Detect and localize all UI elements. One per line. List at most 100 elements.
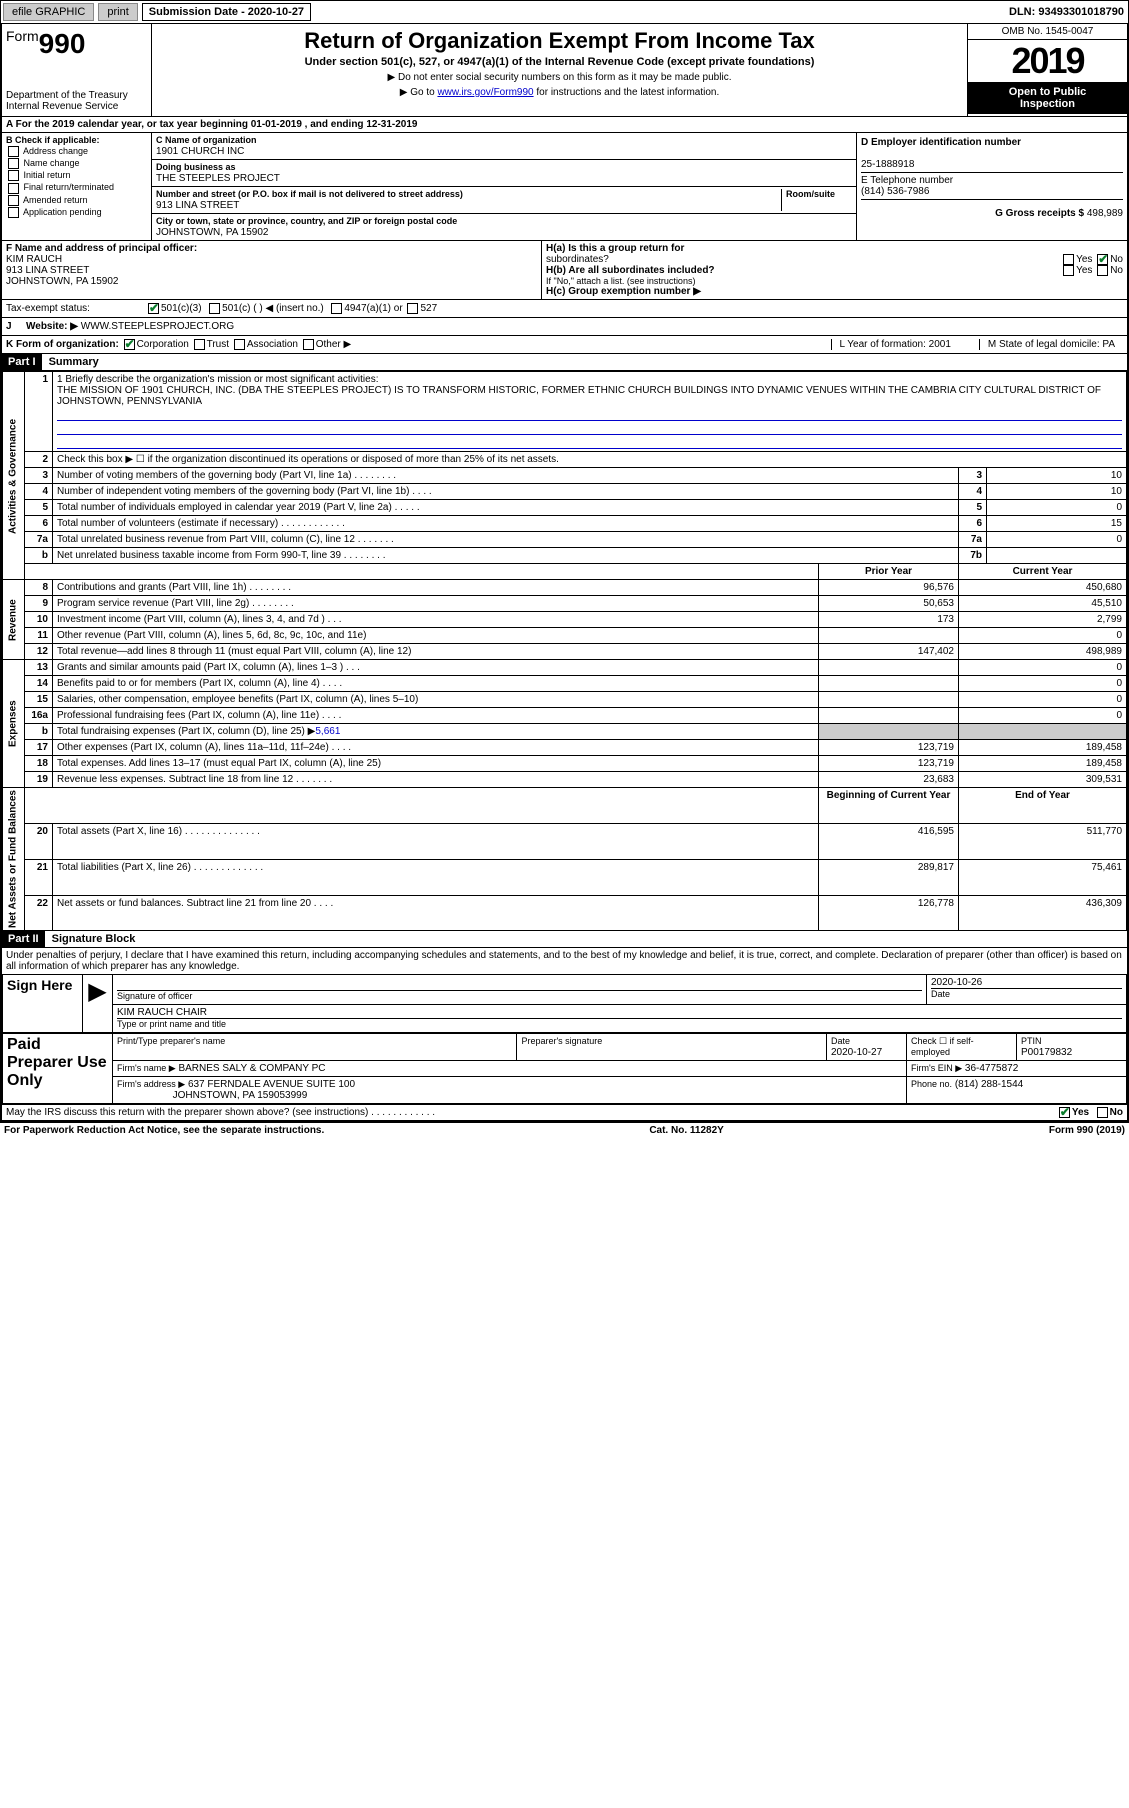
part2-header-row: Part II Signature Block — [2, 931, 1127, 948]
rev-d-10: Investment income (Part VIII, column (A)… — [53, 612, 819, 628]
chk-assoc[interactable] — [234, 339, 245, 350]
part1-title: Summary — [45, 356, 99, 368]
net-d-21: Total liabilities (Part X, line 26) . . … — [53, 859, 819, 895]
mission-text: THE MISSION OF 1901 CHURCH, INC. (DBA TH… — [57, 385, 1101, 407]
chk-501c[interactable] — [209, 303, 220, 314]
side-expenses: Expenses — [3, 660, 25, 788]
exp-n-16a: 16a — [25, 708, 53, 724]
net-n-21: 21 — [25, 859, 53, 895]
chk-initial-return[interactable]: Initial return — [6, 170, 147, 181]
line2-num: 2 — [25, 452, 53, 468]
ha-no[interactable] — [1097, 254, 1108, 265]
gov-v-7b — [987, 548, 1127, 564]
self-emp-check[interactable]: Check ☐ if self-employed — [911, 1036, 974, 1057]
goto-pre: ▶ Go to — [400, 87, 438, 98]
line1-num: 1 — [25, 372, 53, 452]
goto-post: for instructions and the latest informat… — [534, 87, 720, 98]
gov-v-3: 10 — [987, 468, 1127, 484]
gov-d-7a: Total unrelated business revenue from Pa… — [53, 532, 959, 548]
hdr-curr: Current Year — [1013, 566, 1073, 577]
open-inspection: Open to Public Inspection — [968, 82, 1127, 114]
chk-trust[interactable] — [194, 339, 205, 350]
tax-year: 2019 — [968, 40, 1127, 82]
exp-d-18: Total expenses. Add lines 13–17 (must eq… — [53, 756, 819, 772]
chk-name-change[interactable]: Name change — [6, 158, 147, 169]
exp-n-13: 13 — [25, 660, 53, 676]
city-lbl: City or town, state or province, country… — [156, 216, 457, 226]
discuss-no[interactable] — [1097, 1107, 1108, 1118]
typed-lbl: Type or print name and title — [117, 1019, 226, 1029]
ha-sub: subordinates? — [546, 254, 609, 265]
chk-corp[interactable] — [124, 339, 135, 350]
box-deg: D Employer identification number 25-1888… — [857, 133, 1127, 240]
firm-ein-val: 36-4775872 — [965, 1063, 1018, 1074]
gov-v-4: 10 — [987, 484, 1127, 500]
net-c-20: 511,770 — [959, 824, 1127, 860]
chk-501c3[interactable] — [148, 303, 159, 314]
firm-addr2: JOHNSTOWN, PA 159053999 — [173, 1090, 308, 1101]
hdr-prior: Prior Year — [865, 566, 912, 577]
rev-d-9: Program service revenue (Part VIII, line… — [53, 596, 819, 612]
chk-amended[interactable]: Amended return — [6, 195, 147, 206]
gov-box-5: 5 — [959, 500, 987, 516]
ptin-val: P00179832 — [1021, 1047, 1072, 1058]
line1-lbl: 1 Briefly describe the organization's mi… — [57, 374, 379, 385]
ha-yes[interactable] — [1063, 254, 1074, 265]
chk-final-return[interactable]: Final return/terminated — [6, 182, 147, 193]
year-formation: L Year of formation: 2001 — [831, 339, 959, 350]
rev-p-11 — [819, 628, 959, 644]
chk-app-pending[interactable]: Application pending — [6, 207, 147, 218]
gov-n-5: 5 — [25, 500, 53, 516]
website-url[interactable]: WWW.STEEPLESPROJECT.ORG — [81, 321, 234, 332]
side-governance: Activities & Governance — [3, 372, 25, 580]
gov-d-6: Total number of volunteers (estimate if … — [53, 516, 959, 532]
net-p-20: 416,595 — [819, 824, 959, 860]
block-fh: F Name and address of principal officer:… — [2, 241, 1127, 300]
net-n-20: 20 — [25, 824, 53, 860]
irs-link[interactable]: www.irs.gov/Form990 — [437, 87, 533, 98]
chk-address-change[interactable]: Address change — [6, 146, 147, 157]
sign-arrow-icon: ▶ — [83, 975, 113, 1033]
rev-p-10: 173 — [819, 612, 959, 628]
side-revenue: Revenue — [3, 580, 25, 660]
efile-btn[interactable]: efile GRAPHIC — [3, 3, 94, 21]
sig-date-lbl: Date — [931, 989, 950, 999]
exp-p-16b — [819, 724, 959, 740]
print-btn[interactable]: print — [98, 3, 137, 21]
chk-527[interactable] — [407, 303, 418, 314]
officer-addr1: 913 LINA STREET — [6, 265, 89, 276]
exp-c-18: 189,458 — [959, 756, 1127, 772]
rev-c-9: 45,510 — [959, 596, 1127, 612]
exp-p-14 — [819, 676, 959, 692]
exp-d-13: Grants and similar amounts paid (Part IX… — [53, 660, 819, 676]
link-5661[interactable]: 5,661 — [315, 726, 340, 737]
hb-yes[interactable] — [1063, 265, 1074, 276]
box-b-header: B Check if applicable: — [6, 135, 100, 145]
chk-4947[interactable] — [331, 303, 342, 314]
discuss-yes[interactable] — [1059, 1107, 1070, 1118]
exp-n-19: 19 — [25, 772, 53, 788]
website-row: J Website: ▶ WWW.STEEPLESPROJECT.ORG — [2, 318, 1127, 336]
summary-table: Activities & Governance 1 1 Briefly desc… — [2, 371, 1127, 931]
tax-status-row: Tax-exempt status: 501(c)(3) 501(c) ( ) … — [2, 300, 1127, 318]
irs-label: Internal Revenue Service — [6, 101, 147, 112]
gov-n-3: 3 — [25, 468, 53, 484]
rev-n-10: 10 — [25, 612, 53, 628]
footer-left: For Paperwork Reduction Act Notice, see … — [4, 1125, 324, 1136]
box-c: C Name of organization 1901 CHURCH INC D… — [152, 133, 857, 240]
hb-no[interactable] — [1097, 265, 1108, 276]
chk-other[interactable] — [303, 339, 314, 350]
rev-c-11: 0 — [959, 628, 1127, 644]
firm-phone-lbl: Phone no. — [911, 1079, 952, 1089]
rev-c-10: 2,799 — [959, 612, 1127, 628]
gross-value: 498,989 — [1087, 208, 1123, 219]
rev-n-11: 11 — [25, 628, 53, 644]
officer-sig-line[interactable] — [117, 977, 922, 991]
exp-p-16a — [819, 708, 959, 724]
org-name-lbl: C Name of organization — [156, 135, 257, 145]
tax-status-lbl: Tax-exempt status: — [6, 303, 146, 314]
gov-n-7b: b — [25, 548, 53, 564]
prep-date-val: 2020-10-27 — [831, 1047, 882, 1058]
omb-number: OMB No. 1545-0047 — [968, 24, 1127, 40]
hdr-beg: Beginning of Current Year — [827, 790, 951, 801]
